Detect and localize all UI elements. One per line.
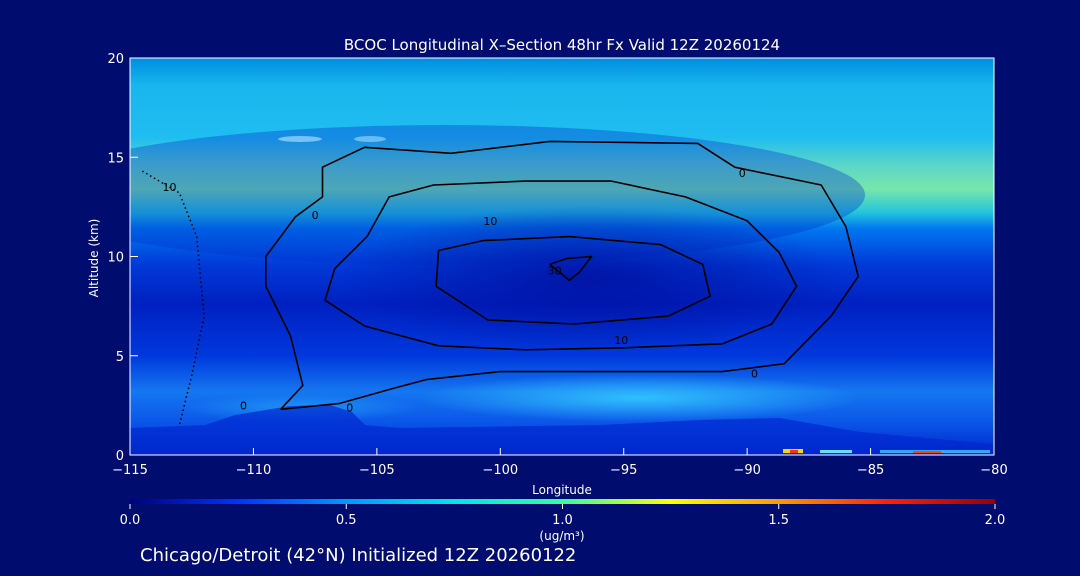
y-tick-label: 10 — [107, 251, 124, 266]
y-tick-label: 15 — [107, 151, 124, 166]
low-concentration-core — [340, 206, 840, 350]
contour-label: 0 — [346, 401, 353, 414]
contour-label: 0 — [312, 209, 319, 222]
contour-label: 0 — [240, 399, 247, 412]
x-tick-label: −105 — [359, 463, 395, 478]
upper-patch — [278, 136, 322, 142]
surface-hotspot — [820, 450, 852, 453]
colorbar-tick-label: 0.0 — [120, 513, 141, 528]
contour-line — [141, 170, 205, 426]
colorbar-unit-label: (ug/m³) — [539, 529, 584, 543]
contour-label: 0 — [751, 368, 758, 381]
chart-title: BCOC Longitudinal X–Section 48hr Fx Vali… — [344, 36, 780, 54]
x-tick-label: −110 — [236, 463, 272, 478]
y-axis-label: Altitude (km) — [87, 219, 101, 298]
x-axis: −115 −110 −105 −100 −95 −90 −85 −80 — [112, 448, 1008, 478]
contour-label: 0 — [739, 167, 746, 180]
y-tick-label: 5 — [116, 350, 124, 365]
colorbar-tick-label: 0.5 — [336, 513, 357, 528]
y-axis: 0 5 10 15 20 — [107, 52, 138, 464]
colorbar-tick-label: 2.0 — [985, 513, 1006, 528]
y-tick-label: 20 — [107, 52, 124, 67]
surface-hotspot — [913, 451, 941, 453]
contour-line — [549, 255, 593, 282]
title-group: BCOC Longitudinal X–Section 48hr Fx Vali… — [344, 36, 780, 54]
contour-line — [435, 235, 711, 325]
contour-line — [324, 180, 798, 351]
contour-label: 10 — [162, 181, 176, 194]
surface-layer — [130, 405, 994, 455]
colorbar-strip — [130, 499, 995, 504]
chart-subtitle: Chicago/Detroit (42°N) Initialized 12Z 2… — [140, 545, 576, 566]
contour-layer: 0 0 0 0 0 10 10 30 10 — [141, 140, 859, 426]
x-tick-label: −85 — [857, 463, 884, 478]
upper-patch — [354, 136, 386, 142]
x-axis-label: Longitude — [532, 483, 592, 497]
surface-hotspot — [790, 450, 798, 453]
colorbar-tick-label: 1.0 — [552, 513, 573, 528]
x-tick-label: −80 — [980, 463, 1007, 478]
contour-line — [265, 140, 859, 411]
contour-label: 10 — [614, 334, 628, 347]
x-tick-label: −100 — [482, 463, 518, 478]
x-tick-label: −95 — [610, 463, 637, 478]
boundary-layer-maximum — [420, 374, 860, 422]
y-tick-label: 0 — [116, 449, 124, 464]
contour-label: 30 — [548, 264, 562, 277]
colorbar-tick-label: 1.5 — [768, 513, 789, 528]
x-tick-label: −115 — [112, 463, 148, 478]
colorbar: 0.0 0.5 1.0 1.5 2.0 (ug/m³) — [120, 499, 1006, 543]
x-tick-label: −90 — [733, 463, 760, 478]
plot-area: 0 0 0 0 0 10 10 30 10 — [129, 57, 995, 456]
colorbar-ticks: 0.0 0.5 1.0 1.5 2.0 — [120, 504, 1006, 528]
contour-label: 10 — [483, 215, 497, 228]
